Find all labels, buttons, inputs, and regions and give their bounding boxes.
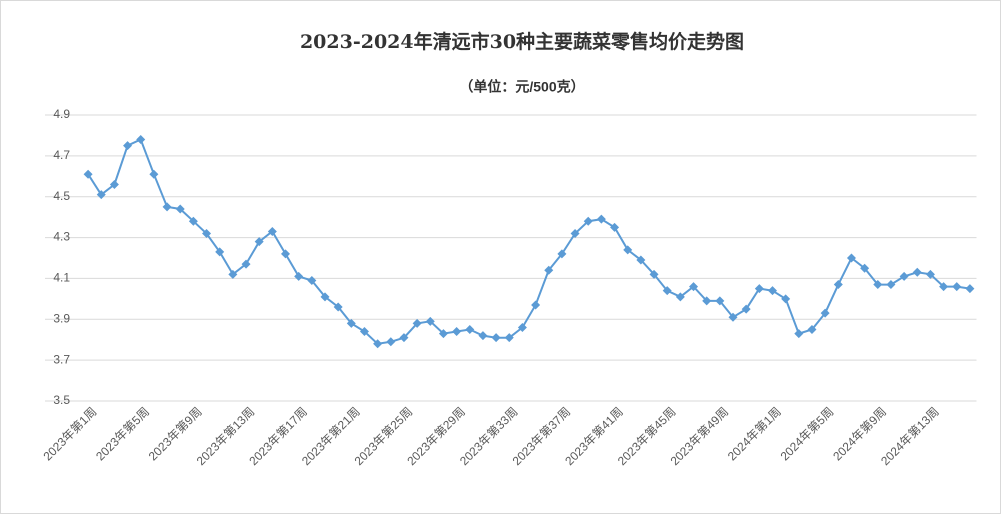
marker <box>636 255 646 265</box>
marker <box>175 204 185 214</box>
marker <box>96 190 106 200</box>
marker <box>886 280 896 290</box>
marker <box>320 292 330 302</box>
marker <box>583 216 593 226</box>
marker <box>557 249 567 259</box>
marker <box>544 265 554 275</box>
marker <box>228 269 238 279</box>
marker <box>504 333 514 343</box>
marker <box>912 267 922 277</box>
y-tick-label: 4.9 <box>53 107 70 121</box>
chart-subtitle: （单位：元/500克） <box>459 79 584 95</box>
marker <box>781 294 791 304</box>
marker <box>136 135 146 145</box>
marker <box>333 302 343 312</box>
marker <box>162 202 172 212</box>
marker <box>123 141 133 151</box>
y-tick-label: 3.5 <box>53 393 70 407</box>
marker <box>846 253 856 263</box>
marker <box>109 179 119 189</box>
marker <box>202 228 212 238</box>
marker <box>662 286 672 296</box>
y-tick-label: 3.9 <box>53 311 70 325</box>
marker <box>307 275 317 285</box>
marker <box>899 271 909 281</box>
marker <box>767 286 777 296</box>
marker <box>254 237 264 247</box>
marker <box>281 249 291 259</box>
marker <box>438 329 448 339</box>
marker <box>794 329 804 339</box>
marker <box>728 312 738 322</box>
marker <box>860 263 870 273</box>
marker <box>267 226 277 236</box>
marker <box>294 271 304 281</box>
marker <box>596 214 606 224</box>
marker <box>465 325 475 334</box>
marker <box>689 282 699 292</box>
marker <box>939 282 949 292</box>
marker <box>873 280 883 290</box>
marker <box>346 318 356 328</box>
marker <box>386 337 396 347</box>
y-tick-label: 3.7 <box>53 352 70 366</box>
marker <box>215 247 225 257</box>
marker <box>452 327 462 337</box>
marker <box>149 169 159 179</box>
marker <box>412 318 422 328</box>
y-tick-label: 4.1 <box>53 271 70 285</box>
marker <box>925 269 935 279</box>
marker <box>359 327 369 337</box>
marker <box>373 339 383 349</box>
marker <box>965 284 975 294</box>
marker <box>702 296 712 306</box>
marker <box>820 308 830 318</box>
y-tick-label: 4.5 <box>53 189 70 203</box>
marker <box>188 216 198 226</box>
marker <box>741 304 751 314</box>
marker <box>241 259 251 269</box>
marker <box>570 228 580 238</box>
marker <box>83 169 93 179</box>
marker <box>425 316 435 326</box>
marker <box>833 280 843 290</box>
marker <box>610 222 620 232</box>
marker <box>478 331 488 341</box>
marker <box>531 300 541 310</box>
marker <box>623 245 633 255</box>
chart-title: 2023-2024年清远市30种主要蔬菜零售均价走势图 <box>300 30 744 53</box>
marker <box>649 269 659 279</box>
marker <box>715 296 725 306</box>
y-tick-label: 4.7 <box>53 148 70 162</box>
marker <box>399 333 409 343</box>
marker <box>952 282 962 292</box>
marker <box>491 333 501 343</box>
y-tick-label: 4.3 <box>53 230 70 244</box>
marker <box>517 322 527 332</box>
marker <box>754 284 764 294</box>
marker <box>807 325 817 334</box>
marker <box>675 292 685 302</box>
